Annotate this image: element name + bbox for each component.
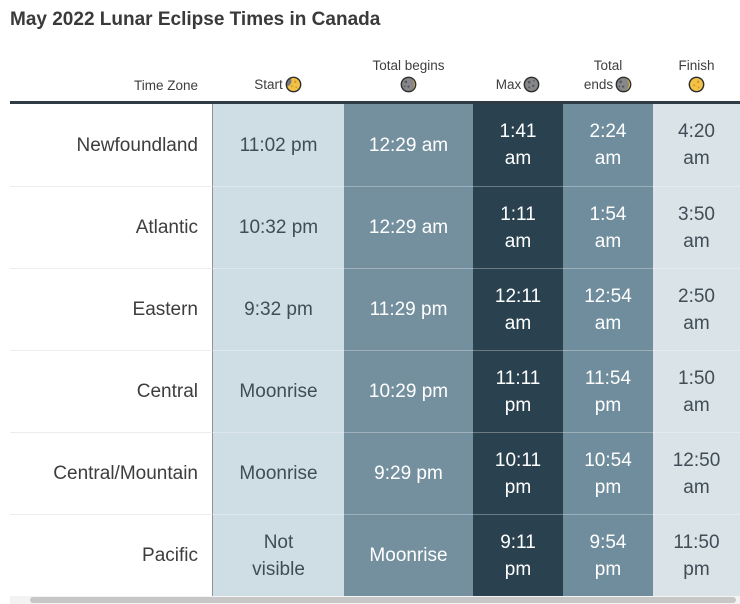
total-ends-label-line2: ends: [583, 77, 614, 92]
total-ends-label-line1: Total: [593, 58, 623, 73]
max-time-cell: 12:11 am: [473, 268, 563, 350]
total-ends-time-cell: 11:54 pm: [563, 350, 653, 432]
eclipse-times-table: Time Zone Start Total begins: [10, 31, 740, 596]
finish-time-cell: 12:50 am: [653, 432, 740, 514]
total-begins-time-cell: 10:29 pm: [344, 350, 473, 432]
table-row: Central/Mountain Moonrise 9:29 pm 10:11 …: [10, 432, 740, 514]
horizontal-scrollbar-track[interactable]: [10, 596, 740, 604]
table-row: Central Moonrise 10:29 pm 11:11 pm 11:54…: [10, 350, 740, 432]
start-label: Start: [254, 77, 283, 92]
finish-label: Finish: [678, 58, 715, 73]
column-header-start: Start: [212, 76, 344, 101]
column-header-time-zone: Time Zone: [133, 78, 198, 93]
timezone-label: Atlantic: [10, 186, 212, 268]
total-begins-time-cell: 12:29 am: [344, 186, 473, 268]
column-header-total-ends: Total ends: [563, 58, 653, 101]
start-time-cell: 11:02 pm: [212, 104, 344, 186]
total-ends-moon-icon: [615, 76, 632, 93]
start-time-cell: Moonrise: [212, 432, 344, 514]
max-eclipse-moon-icon: [523, 76, 540, 93]
total-begins-time-cell: 12:29 am: [344, 104, 473, 186]
total-begins-time-cell: 9:29 pm: [344, 432, 473, 514]
total-ends-label-line2-group: ends: [584, 76, 632, 93]
table-row: Newfoundland 11:02 pm 12:29 am 1:41 am 2…: [10, 104, 740, 186]
start-time-cell: Not visible: [212, 514, 344, 596]
column-header-total-begins: Total begins: [344, 58, 473, 101]
timezone-label: Central/Mountain: [10, 432, 212, 514]
total-begins-moon-icon: [400, 76, 417, 93]
table-body: Newfoundland 11:02 pm 12:29 am 1:41 am 2…: [10, 104, 740, 596]
column-header-max: Max: [473, 76, 563, 101]
max-time-cell: 9:11 pm: [473, 514, 563, 596]
max-label: Max: [495, 77, 522, 92]
finish-time-cell: 11:50 pm: [653, 514, 740, 596]
max-time-cell: 11:11 pm: [473, 350, 563, 432]
horizontal-scrollbar-thumb[interactable]: [30, 597, 736, 603]
timezone-label: Pacific: [10, 514, 212, 596]
total-ends-time-cell: 1:54 am: [563, 186, 653, 268]
start-time-cell: 9:32 pm: [212, 268, 344, 350]
finish-time-cell: 2:50 am: [653, 268, 740, 350]
max-time-cell: 1:11 am: [473, 186, 563, 268]
total-begins-time-cell: 11:29 pm: [344, 268, 473, 350]
finish-time-cell: 3:50 am: [653, 186, 740, 268]
table-header: Time Zone Start Total begins: [10, 31, 740, 104]
finish-time-cell: 1:50 am: [653, 350, 740, 432]
table-row: Atlantic 10:32 pm 12:29 am 1:11 am 1:54 …: [10, 186, 740, 268]
timezone-label: Eastern: [10, 268, 212, 350]
column-header-finish: Finish: [653, 58, 740, 101]
total-ends-time-cell: 2:24 am: [563, 104, 653, 186]
table-row: Eastern 9:32 pm 11:29 pm 12:11 am 12:54 …: [10, 268, 740, 350]
total-begins-time-cell: Moonrise: [344, 514, 473, 596]
timezone-label: Newfoundland: [10, 104, 212, 186]
total-begins-label: Total begins: [372, 58, 445, 73]
max-time-cell: 10:11 pm: [473, 432, 563, 514]
table-row: Pacific Not visible Moonrise 9:11 pm 9:5…: [10, 514, 740, 596]
penumbral-start-moon-icon: [285, 76, 302, 93]
max-time-cell: 1:41 am: [473, 104, 563, 186]
total-ends-time-cell: 9:54 pm: [563, 514, 653, 596]
start-time-cell: 10:32 pm: [212, 186, 344, 268]
total-ends-time-cell: 12:54 am: [563, 268, 653, 350]
timezone-label: Central: [10, 350, 212, 432]
start-time-cell: Moonrise: [212, 350, 344, 432]
penumbral-finish-moon-icon: [688, 76, 705, 93]
page-title: May 2022 Lunar Eclipse Times in Canada: [10, 9, 381, 30]
finish-time-cell: 4:20 am: [653, 104, 740, 186]
total-ends-time-cell: 10:54 pm: [563, 432, 653, 514]
